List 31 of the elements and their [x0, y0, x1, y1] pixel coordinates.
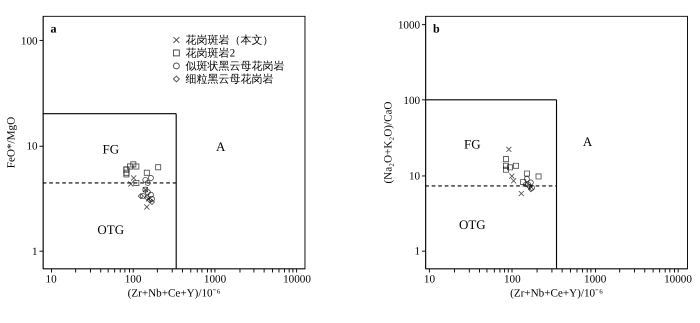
annotation: FG: [464, 136, 481, 152]
annotation: OTG: [458, 217, 486, 232]
y-tick-label: 100: [20, 35, 38, 48]
x-tick-label: 10: [424, 274, 436, 286]
annotation: A: [216, 138, 226, 154]
annotation: A: [582, 134, 593, 149]
x-axis-title: (Zr+Nb+Ce+Y)/10⁻⁶: [128, 288, 221, 300]
legend-label: 似斑状黑云母花岗岩: [186, 60, 285, 73]
x-tick-label: 10000: [664, 274, 692, 286]
annotation: b: [433, 22, 440, 36]
legend-label: 花岗斑岩2: [186, 46, 236, 60]
y-axis-title: (Na₂O+K₂O)/CaO: [382, 102, 394, 184]
x-tick-label: 100: [124, 274, 142, 286]
x-tick-label: 10: [46, 274, 58, 286]
y-tick-label: 100: [403, 94, 421, 107]
y-tick-label: 10: [408, 170, 421, 182]
annotation: a: [50, 22, 57, 36]
y-tick-label: 10: [26, 140, 38, 153]
y-axis-title: FeO*/MgO: [5, 116, 18, 168]
y-tick-label: 1: [414, 246, 420, 258]
x-axis-title: (Zr+Nb+Ce+Y)/10⁻⁶: [510, 288, 604, 300]
y-tick-label: 1000: [398, 20, 421, 32]
annotation: OTG: [97, 222, 124, 238]
annotation: FG: [102, 141, 120, 156]
x-tick-label: 10000: [283, 274, 312, 286]
x-tick-label: 1000: [204, 274, 227, 286]
x-tick-label: 1000: [584, 274, 607, 286]
y-tick-label: 1: [32, 246, 38, 258]
x-tick-label: 100: [504, 274, 522, 286]
legend-label: 细粒黑云母花岗岩: [186, 72, 274, 86]
legend-label: 花岗斑岩（本文）: [186, 34, 274, 47]
